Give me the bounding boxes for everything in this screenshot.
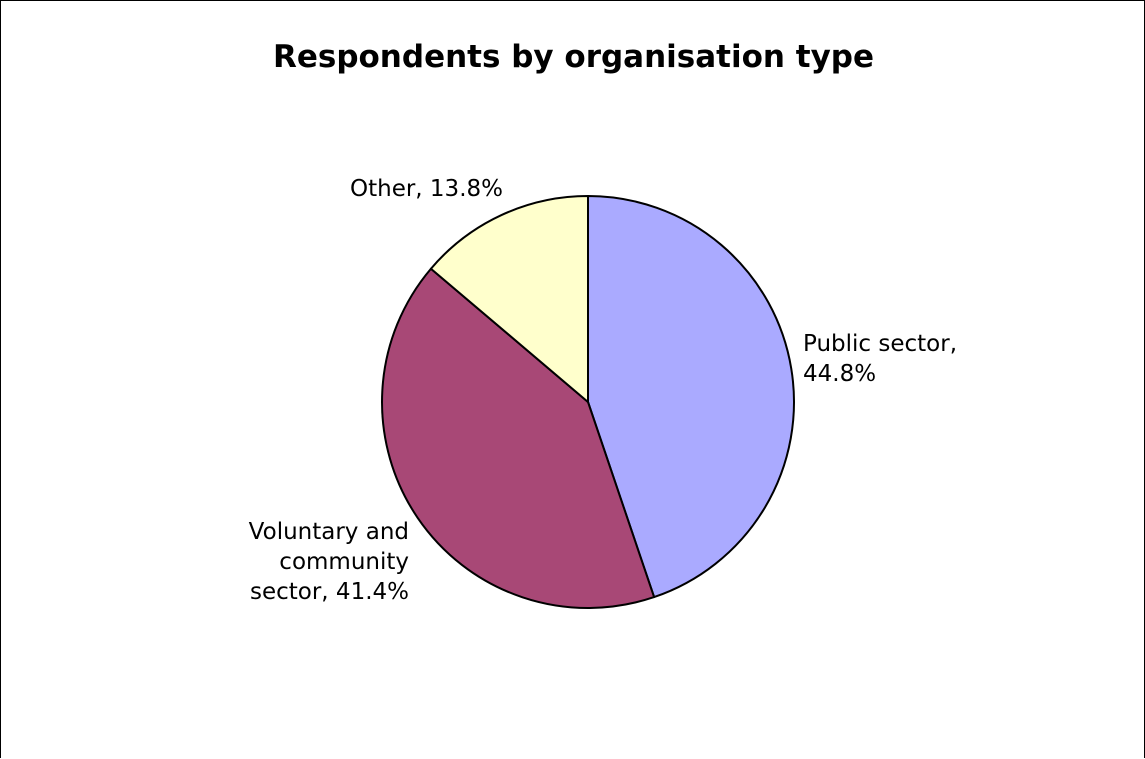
pie-slice-public-sector [587, 195, 795, 599]
slice-label-line: 44.8% [803, 361, 876, 387]
slice-label-public-sector: Public sector, 44.8% [803, 331, 957, 387]
slice-label-line: Other, 13.8% [350, 176, 503, 202]
slice-label-line: Voluntary and [249, 519, 409, 545]
slice-label-line: Public sector, [803, 331, 957, 357]
slice-label-other: Other, 13.8% [350, 176, 503, 202]
slice-label-line: sector, 41.4% [250, 579, 409, 605]
slice-label-line: community [279, 549, 409, 575]
pie-slice-voluntary-and-community-sector [381, 267, 656, 609]
chart-title: Respondents by organisation type [272, 39, 875, 75]
pie-slice-other [429, 195, 589, 403]
slice-label-voluntary-and-community-sector: Voluntary and community sector, 41.4% [249, 519, 409, 605]
